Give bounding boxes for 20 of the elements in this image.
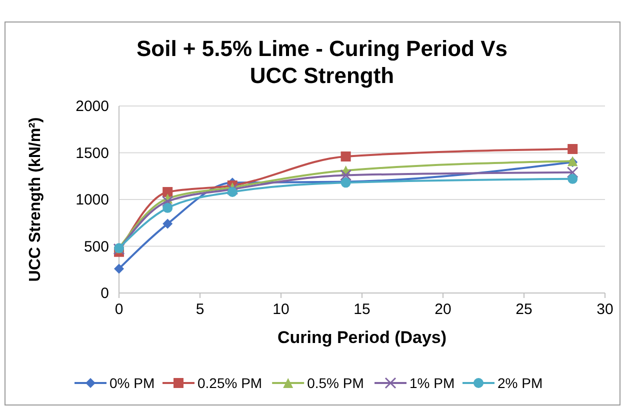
x-tick-label: 10 [272,301,290,318]
x-tick-label: 30 [596,301,614,318]
x-tick-label: 5 [196,301,204,318]
y-tick-label: 1000 [76,192,109,208]
y-tick-label: 500 [84,238,109,256]
x-tick-label: 15 [354,301,370,318]
x-tick-label: 0 [114,301,124,318]
chart-title: Soil + 5.5% Lime - Curing Period Vs UCC Strength [136,36,508,88]
y-tick-label: 2000 [76,98,109,115]
y-tick-label: 1500 [76,144,109,162]
legend-label: 0.5% PM [307,375,364,391]
legend-label: 1% PM [410,375,455,391]
x-tick-label: 25 [516,301,532,318]
legend-label: 0% PM [110,375,155,391]
x-axis-title: Curing Period (Days) [277,328,447,347]
legend-label: 0.25% PM [198,375,262,391]
y-tick-label: 0 [100,285,109,302]
legend-label: 2% PM [498,375,543,391]
y-axis-title: UCC Strength (kN/m²) [27,117,44,282]
x-tick-label: 20 [434,301,452,318]
